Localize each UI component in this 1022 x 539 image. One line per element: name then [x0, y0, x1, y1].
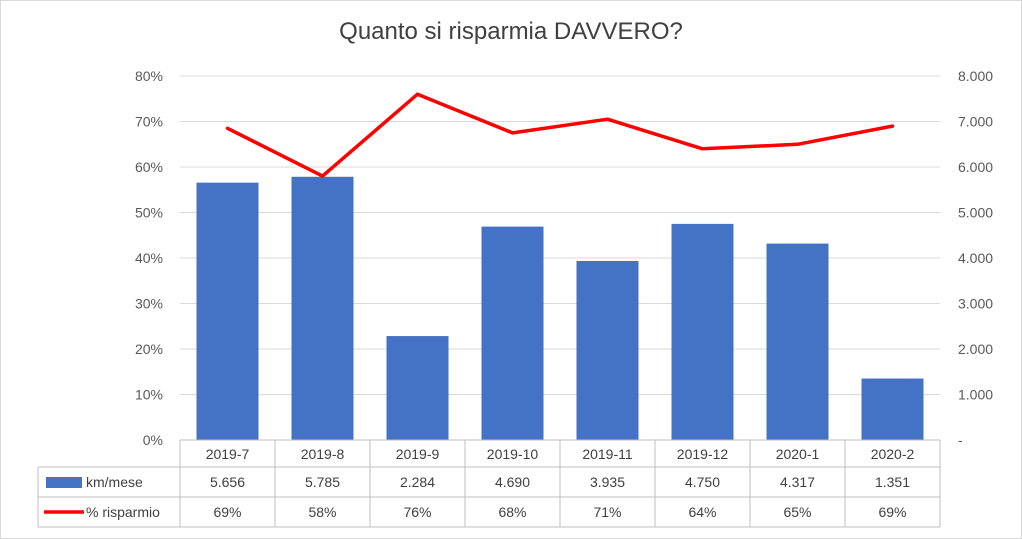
y-left-tick-label: 10%: [135, 387, 163, 403]
bar-km-mese: [386, 336, 449, 440]
data-label-km-mese: 2.284: [400, 474, 435, 490]
y-right-tick-label: 4.000: [958, 250, 993, 266]
data-label-km-mese: 4.317: [780, 474, 815, 490]
data-label-km-mese: 3.935: [590, 474, 625, 490]
x-category-label: 2019-10: [487, 446, 539, 462]
bar-km-mese: [861, 378, 924, 440]
data-label-km-mese: 1.351: [875, 474, 910, 490]
y-right-tick-label: 3.000: [958, 296, 993, 312]
y-right-tick-label: 8.000: [958, 68, 993, 84]
data-label-risparmio: 69%: [213, 504, 241, 520]
x-category-label: 2019-9: [396, 446, 440, 462]
x-category-label: 2019-12: [677, 446, 729, 462]
x-category-label: 2019-7: [206, 446, 250, 462]
y-left-tick-label: 70%: [135, 114, 163, 130]
y-right-tick-label: 7.000: [958, 114, 993, 130]
bar-km-mese: [291, 176, 354, 440]
bar-km-mese: [196, 182, 259, 441]
data-label-risparmio: 68%: [498, 504, 526, 520]
bar-km-mese: [481, 226, 544, 440]
x-category-label: 2019-8: [301, 446, 345, 462]
y-right-tick-label: 5.000: [958, 205, 993, 221]
y-left-tick-label: 30%: [135, 296, 163, 312]
bar-km-mese: [766, 243, 829, 440]
x-category-label: 2020-2: [871, 446, 915, 462]
y-left-tick-label: 20%: [135, 341, 163, 357]
x-category-label: 2019-11: [582, 446, 633, 462]
y-left-tick-label: 0%: [143, 432, 163, 448]
y-left-tick-label: 80%: [135, 68, 163, 84]
data-label-km-mese: 5.785: [305, 474, 340, 490]
bar-km-mese: [576, 260, 639, 440]
x-category-label: 2020-1: [776, 446, 820, 462]
y-right-tick-label: 2.000: [958, 341, 993, 357]
data-label-risparmio: 76%: [403, 504, 431, 520]
legend-label-km-mese: km/mese: [86, 474, 143, 490]
line-risparmio: [225, 92, 895, 178]
y-left-tick-label: 60%: [135, 159, 163, 175]
data-label-risparmio: 71%: [593, 504, 621, 520]
data-label-risparmio: 65%: [783, 504, 811, 520]
bar-km-mese: [671, 223, 734, 440]
data-label-km-mese: 4.690: [495, 474, 530, 490]
y-left-tick-label: 50%: [135, 205, 163, 221]
data-label-km-mese: 5.656: [210, 474, 245, 490]
y-left-tick-label: 40%: [135, 250, 163, 266]
legend-key-km-mese: [46, 477, 82, 488]
y-right-tick-label: 1.000: [958, 387, 993, 403]
y-right-tick-label: -: [958, 432, 963, 448]
data-label-km-mese: 4.750: [685, 474, 720, 490]
data-label-risparmio: 69%: [878, 504, 906, 520]
data-label-risparmio: 58%: [308, 504, 336, 520]
data-label-risparmio: 64%: [688, 504, 716, 520]
y-right-tick-label: 6.000: [958, 159, 993, 175]
chart-title: Quanto si risparmia DAVVERO?: [339, 18, 683, 45]
legend-label-risparmio: % risparmio: [86, 504, 160, 520]
